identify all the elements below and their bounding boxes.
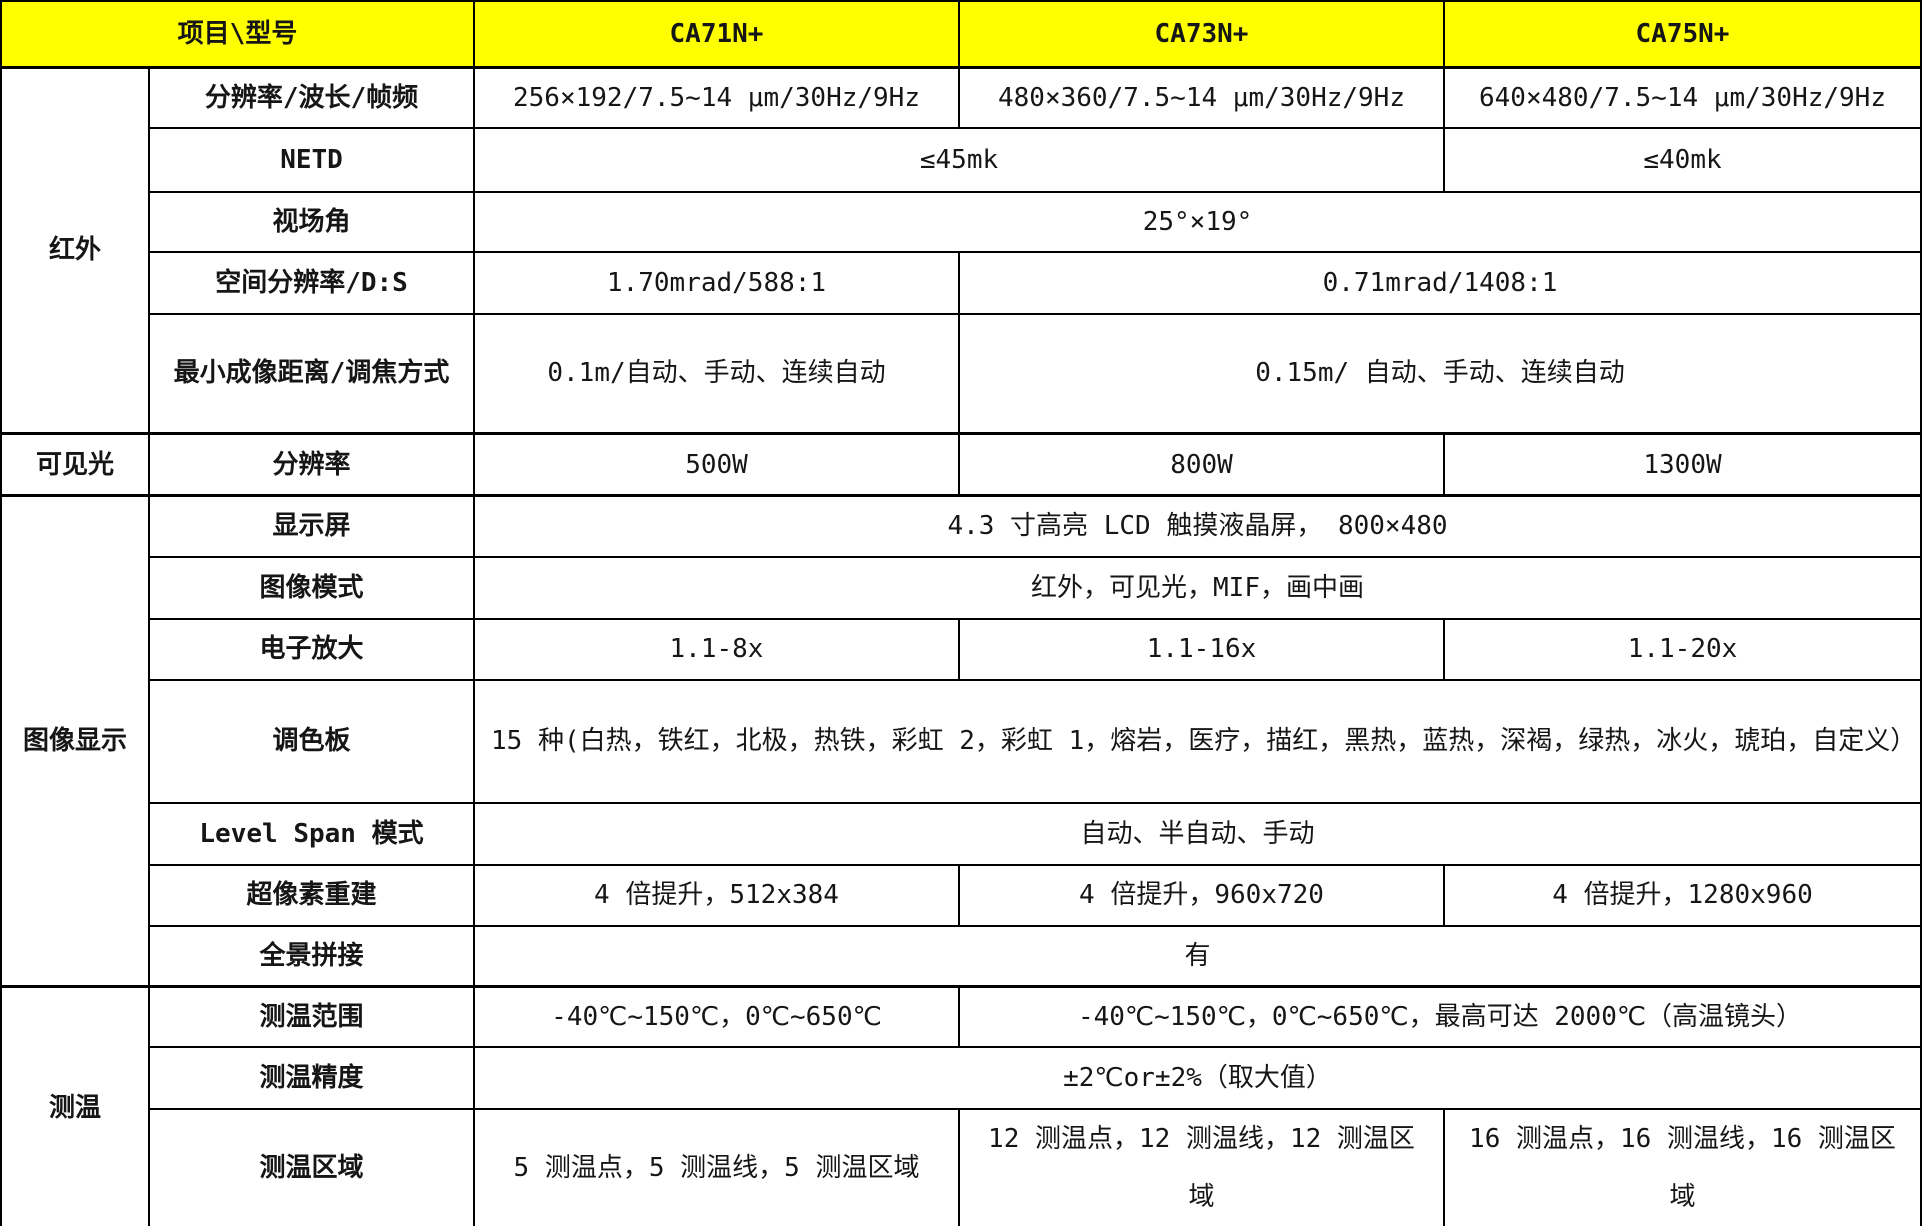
table-row: 空间分辨率/D:S 1.70mrad/588:1 0.71mrad/1408:1 xyxy=(1,250,1922,315)
row-label-panorama-stitching: 全景拼接 xyxy=(148,924,475,987)
spec-cell-ca71n-visible-resolution: 500W xyxy=(473,432,960,497)
row-label-display-screen: 显示屏 xyxy=(148,494,475,558)
row-label-measurement-areas: 测温区域 xyxy=(148,1108,475,1226)
spec-cell-ca75n-resolution: 640×480/7.5~14 μm/30Hz/9Hz xyxy=(1443,66,1922,129)
spec-cell-ca73n-zoom: 1.1-16x xyxy=(958,617,1445,681)
row-label-palette: 调色板 xyxy=(148,678,475,804)
table-row: 测温精度 ±2℃or±2%（取大值） xyxy=(1,1046,1922,1110)
table-row: 超像素重建 4 倍提升，512x384 4 倍提升，960x720 4 倍提升，… xyxy=(1,863,1922,927)
spec-cell-display-merged: 4.3 寸高亮 LCD 触摸液晶屏， 800×480 xyxy=(473,494,1922,558)
spec-cell-focus-merged: 0.15m/ 自动、手动、连续自动 xyxy=(958,312,1922,435)
spec-cell-ca71n-spatial: 1.70mrad/588:1 xyxy=(473,250,960,315)
row-label-field-of-view: 视场角 xyxy=(148,190,475,253)
spec-cell-ca73n-areas: 12 测温点，12 测温线，12 测温区域 xyxy=(958,1108,1445,1226)
table-row: 视场角 25°×19° xyxy=(1,190,1922,253)
model-header-ca75n: CA75N+ xyxy=(1443,0,1922,69)
spec-cell-ca73n-resolution: 480×360/7.5~14 μm/30Hz/9Hz xyxy=(958,66,1445,129)
table-row: 图像模式 红外，可见光，MIF，画中画 xyxy=(1,555,1922,620)
category-visible-light: 可见光 xyxy=(0,432,150,497)
spec-cell-fov-merged: 25°×19° xyxy=(473,190,1922,253)
model-header-ca73n: CA73N+ xyxy=(958,0,1445,69)
spec-cell-ca71n-zoom: 1.1-8x xyxy=(473,617,960,681)
spec-cell-ca75n-netd: ≤40mk xyxy=(1443,126,1922,193)
spec-cell-ca71n-temp-range: -40℃~150℃，0℃~650℃ xyxy=(473,984,960,1048)
spec-cell-temp-range-merged: -40℃~150℃，0℃~650℃，最高可达 2000℃（高温镜头） xyxy=(958,984,1922,1048)
spec-cell-ca71n-super-resolution: 4 倍提升，512x384 xyxy=(473,863,960,927)
table-row: Level Span 模式 自动、半自动、手动 xyxy=(1,801,1922,866)
spec-cell-ca71n-resolution: 256×192/7.5~14 μm/30Hz/9Hz xyxy=(473,66,960,129)
table-row: 测温区域 5 测温点，5 测温线，5 测温区域 12 测温点，12 测温线，12… xyxy=(1,1108,1922,1226)
table-row: 全景拼接 有 xyxy=(1,924,1922,987)
table-header-row: 项目\型号 CA71N+ CA73N+ CA75N+ xyxy=(0,0,1922,69)
row-label-digital-zoom: 电子放大 xyxy=(148,617,475,681)
row-label-image-mode: 图像模式 xyxy=(148,555,475,620)
row-label-level-span-mode: Level Span 模式 xyxy=(148,801,475,866)
table-row: 电子放大 1.1-8x 1.1-16x 1.1-20x xyxy=(1,617,1922,681)
table-row: 红外 分辨率/波长/帧频 256×192/7.5~14 μm/30Hz/9Hz … xyxy=(0,66,1922,435)
spec-cell-netd-merged: ≤45mk xyxy=(473,126,1445,193)
spec-cell-ca73n-super-resolution: 4 倍提升，960x720 xyxy=(958,863,1445,927)
row-label-super-resolution: 超像素重建 xyxy=(148,863,475,927)
table-row: 可见光 分辨率 500W 800W 1300W xyxy=(0,432,1922,497)
row-label-spatial-resolution: 空间分辨率/D:S xyxy=(148,250,475,315)
table-row: 最小成像距离/调焦方式 0.1m/自动、手动、连续自动 0.15m/ 自动、手动… xyxy=(1,312,1922,435)
spec-cell-ca75n-visible-resolution: 1300W xyxy=(1443,432,1922,497)
spec-cell-panorama-merged: 有 xyxy=(473,924,1922,987)
spec-cell-image-mode-merged: 红外，可见光，MIF，画中画 xyxy=(473,555,1922,620)
table-row: NETD ≤45mk ≤40mk xyxy=(1,126,1922,193)
spec-cell-accuracy-merged: ±2℃or±2%（取大值） xyxy=(473,1046,1922,1110)
row-label-resolution-wavelength-framerate: 分辨率/波长/帧频 xyxy=(148,66,475,129)
spec-cell-ca71n-areas: 5 测温点，5 测温线，5 测温区域 xyxy=(473,1108,960,1226)
spec-cell-level-span-merged: 自动、半自动、手动 xyxy=(473,801,1922,866)
spec-cell-ca75n-areas: 16 测温点，16 测温线，16 测温区域 xyxy=(1443,1108,1922,1226)
row-label-temperature-accuracy: 测温精度 xyxy=(148,1046,475,1110)
row-label-visible-resolution: 分辨率 xyxy=(148,432,475,497)
corner-header-item-model: 项目\型号 xyxy=(0,0,475,69)
spec-cell-ca71n-focus: 0.1m/自动、手动、连续自动 xyxy=(473,312,960,435)
spec-cell-palette-merged: 15 种(白热，铁红，北极，热铁，彩虹 2，彩虹 1，熔岩，医疗，描红，黑热，蓝… xyxy=(473,678,1922,804)
row-label-temperature-range: 测温范围 xyxy=(148,984,475,1048)
spec-cell-ca75n-zoom: 1.1-20x xyxy=(1443,617,1922,681)
table-row: 测温 测温范围 -40℃~150℃，0℃~650℃ -40℃~150℃，0℃~6… xyxy=(0,984,1922,1226)
category-image-display: 图像显示 xyxy=(0,494,150,987)
spec-cell-ca73n-visible-resolution: 800W xyxy=(958,432,1445,497)
table-row: 图像显示 显示屏 4.3 寸高亮 LCD 触摸液晶屏， 800×480 xyxy=(0,494,1922,987)
row-label-netd: NETD xyxy=(148,126,475,193)
row-label-min-focus-distance: 最小成像距离/调焦方式 xyxy=(148,312,475,435)
model-header-ca71n: CA71N+ xyxy=(473,0,960,69)
category-temperature-measurement: 测温 xyxy=(0,984,150,1226)
table-row: 调色板 15 种(白热，铁红，北极，热铁，彩虹 2，彩虹 1，熔岩，医疗，描红，… xyxy=(1,678,1922,804)
spec-cell-spatial-merged: 0.71mrad/1408:1 xyxy=(958,250,1922,315)
category-infrared: 红外 xyxy=(0,66,150,435)
spec-cell-ca75n-super-resolution: 4 倍提升，1280x960 xyxy=(1443,863,1922,927)
